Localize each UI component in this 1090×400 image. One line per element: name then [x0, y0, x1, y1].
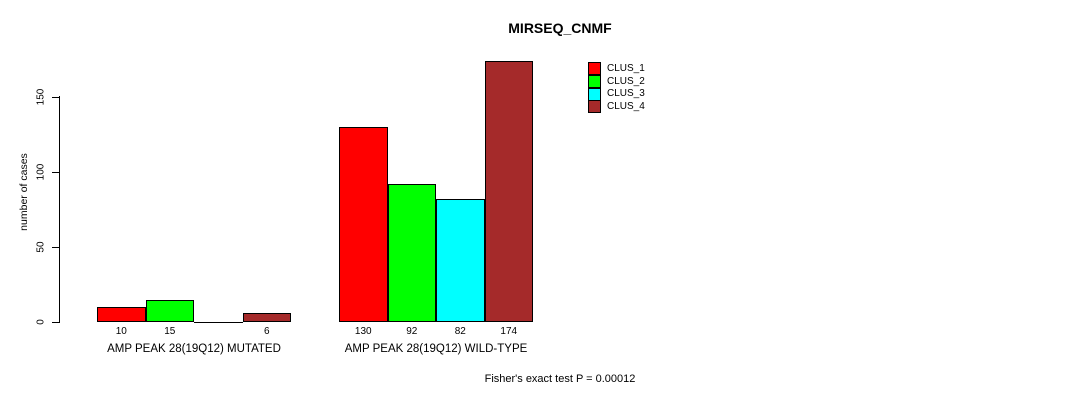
y-tick-mark-150 — [52, 97, 59, 98]
legend-item-CLUS_4: CLUS_4 — [588, 100, 645, 114]
bar-value-CLUS_2-group-0: 15 — [164, 326, 176, 337]
bar-value-CLUS_2-group-1: 92 — [406, 326, 418, 337]
bar-CLUS_1-group-0 — [97, 307, 146, 322]
legend-swatch-CLUS_4 — [588, 100, 601, 114]
legend-swatch-CLUS_1 — [588, 61, 601, 75]
legend-label-CLUS_2: CLUS_2 — [607, 75, 645, 87]
legend-swatch-CLUS_3 — [588, 87, 601, 101]
y-tick-label-50: 50 — [35, 241, 47, 253]
y-tick-mark-100 — [52, 172, 59, 173]
legend: CLUS_1 CLUS_2 CLUS_3 CLUS_4 — [588, 61, 645, 114]
fisher-test-annotation: Fisher's exact test P = 0.00012 — [484, 373, 636, 385]
legend-item-CLUS_2: CLUS_2 — [588, 74, 645, 88]
bar-value-CLUS_4-group-0: 6 — [263, 326, 270, 337]
bar-CLUS_4-group-1 — [484, 61, 533, 322]
bar-CLUS_4-group-0 — [242, 313, 291, 322]
y-tick-mark-0 — [52, 322, 59, 323]
chart-title: MIRSEQ_CNMF — [508, 20, 612, 36]
y-tick-label-150: 150 — [35, 88, 47, 106]
bar-value-CLUS_1-group-1: 130 — [354, 326, 372, 337]
legend-item-CLUS_1: CLUS_1 — [588, 61, 645, 75]
legend-label-CLUS_3: CLUS_3 — [607, 88, 645, 100]
y-tick-label-0: 0 — [35, 319, 47, 325]
bar-CLUS_3-group-1 — [436, 199, 485, 322]
bar-value-CLUS_1-group-0: 10 — [115, 326, 127, 337]
legend-item-CLUS_3: CLUS_3 — [588, 87, 645, 101]
bar-CLUS_3-group-0-zero — [194, 321, 243, 323]
bar-CLUS_1-group-1 — [339, 127, 388, 322]
legend-label-CLUS_1: CLUS_1 — [607, 62, 645, 74]
legend-label-CLUS_4: CLUS_4 — [607, 101, 645, 113]
legend-swatch-CLUS_2 — [588, 74, 601, 88]
y-tick-label-100: 100 — [35, 163, 47, 181]
y-axis-label: number of cases — [18, 153, 30, 231]
group-label-0: AMP PEAK 28(19Q12) MUTATED — [107, 343, 281, 355]
bar-CLUS_2-group-1 — [387, 184, 436, 322]
bar-value-CLUS_4-group-1: 174 — [500, 326, 518, 337]
y-tick-mark-50 — [52, 247, 59, 248]
bar-CLUS_2-group-0 — [145, 299, 194, 322]
y-axis-line — [59, 96, 60, 323]
group-label-1: AMP PEAK 28(19Q12) WILD-TYPE — [344, 343, 528, 355]
bar-value-CLUS_3-group-1: 82 — [454, 326, 466, 337]
